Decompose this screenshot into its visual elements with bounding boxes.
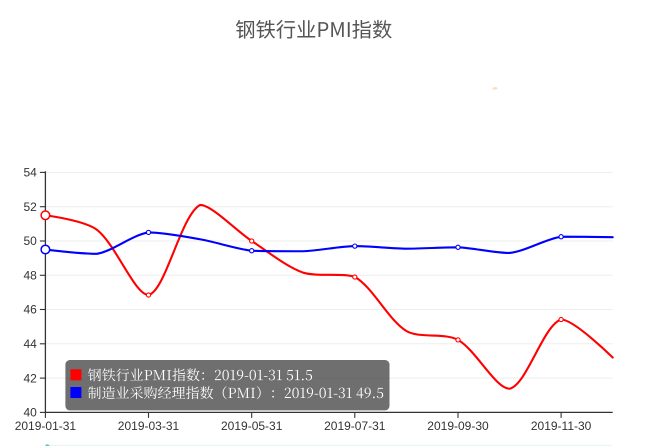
svg-text:2019-03-31: 2019-03-31	[118, 419, 180, 433]
svg-text:44: 44	[23, 337, 37, 351]
svg-text:40: 40	[23, 406, 37, 420]
svg-text:52: 52	[23, 200, 37, 214]
svg-text:2019-09-30: 2019-09-30	[427, 419, 489, 433]
svg-text:42: 42	[23, 371, 37, 385]
svg-text:54: 54	[23, 166, 37, 180]
svg-text:50: 50	[23, 234, 37, 248]
svg-text:46: 46	[23, 303, 37, 317]
svg-text:2019-01-31: 2019-01-31	[15, 419, 77, 433]
svg-text:48: 48	[23, 269, 37, 283]
svg-text:2019-05-31: 2019-05-31	[221, 419, 283, 433]
svg-text:2019-07-31: 2019-07-31	[324, 419, 386, 433]
svg-text:2019-11-30: 2019-11-30	[531, 419, 592, 433]
